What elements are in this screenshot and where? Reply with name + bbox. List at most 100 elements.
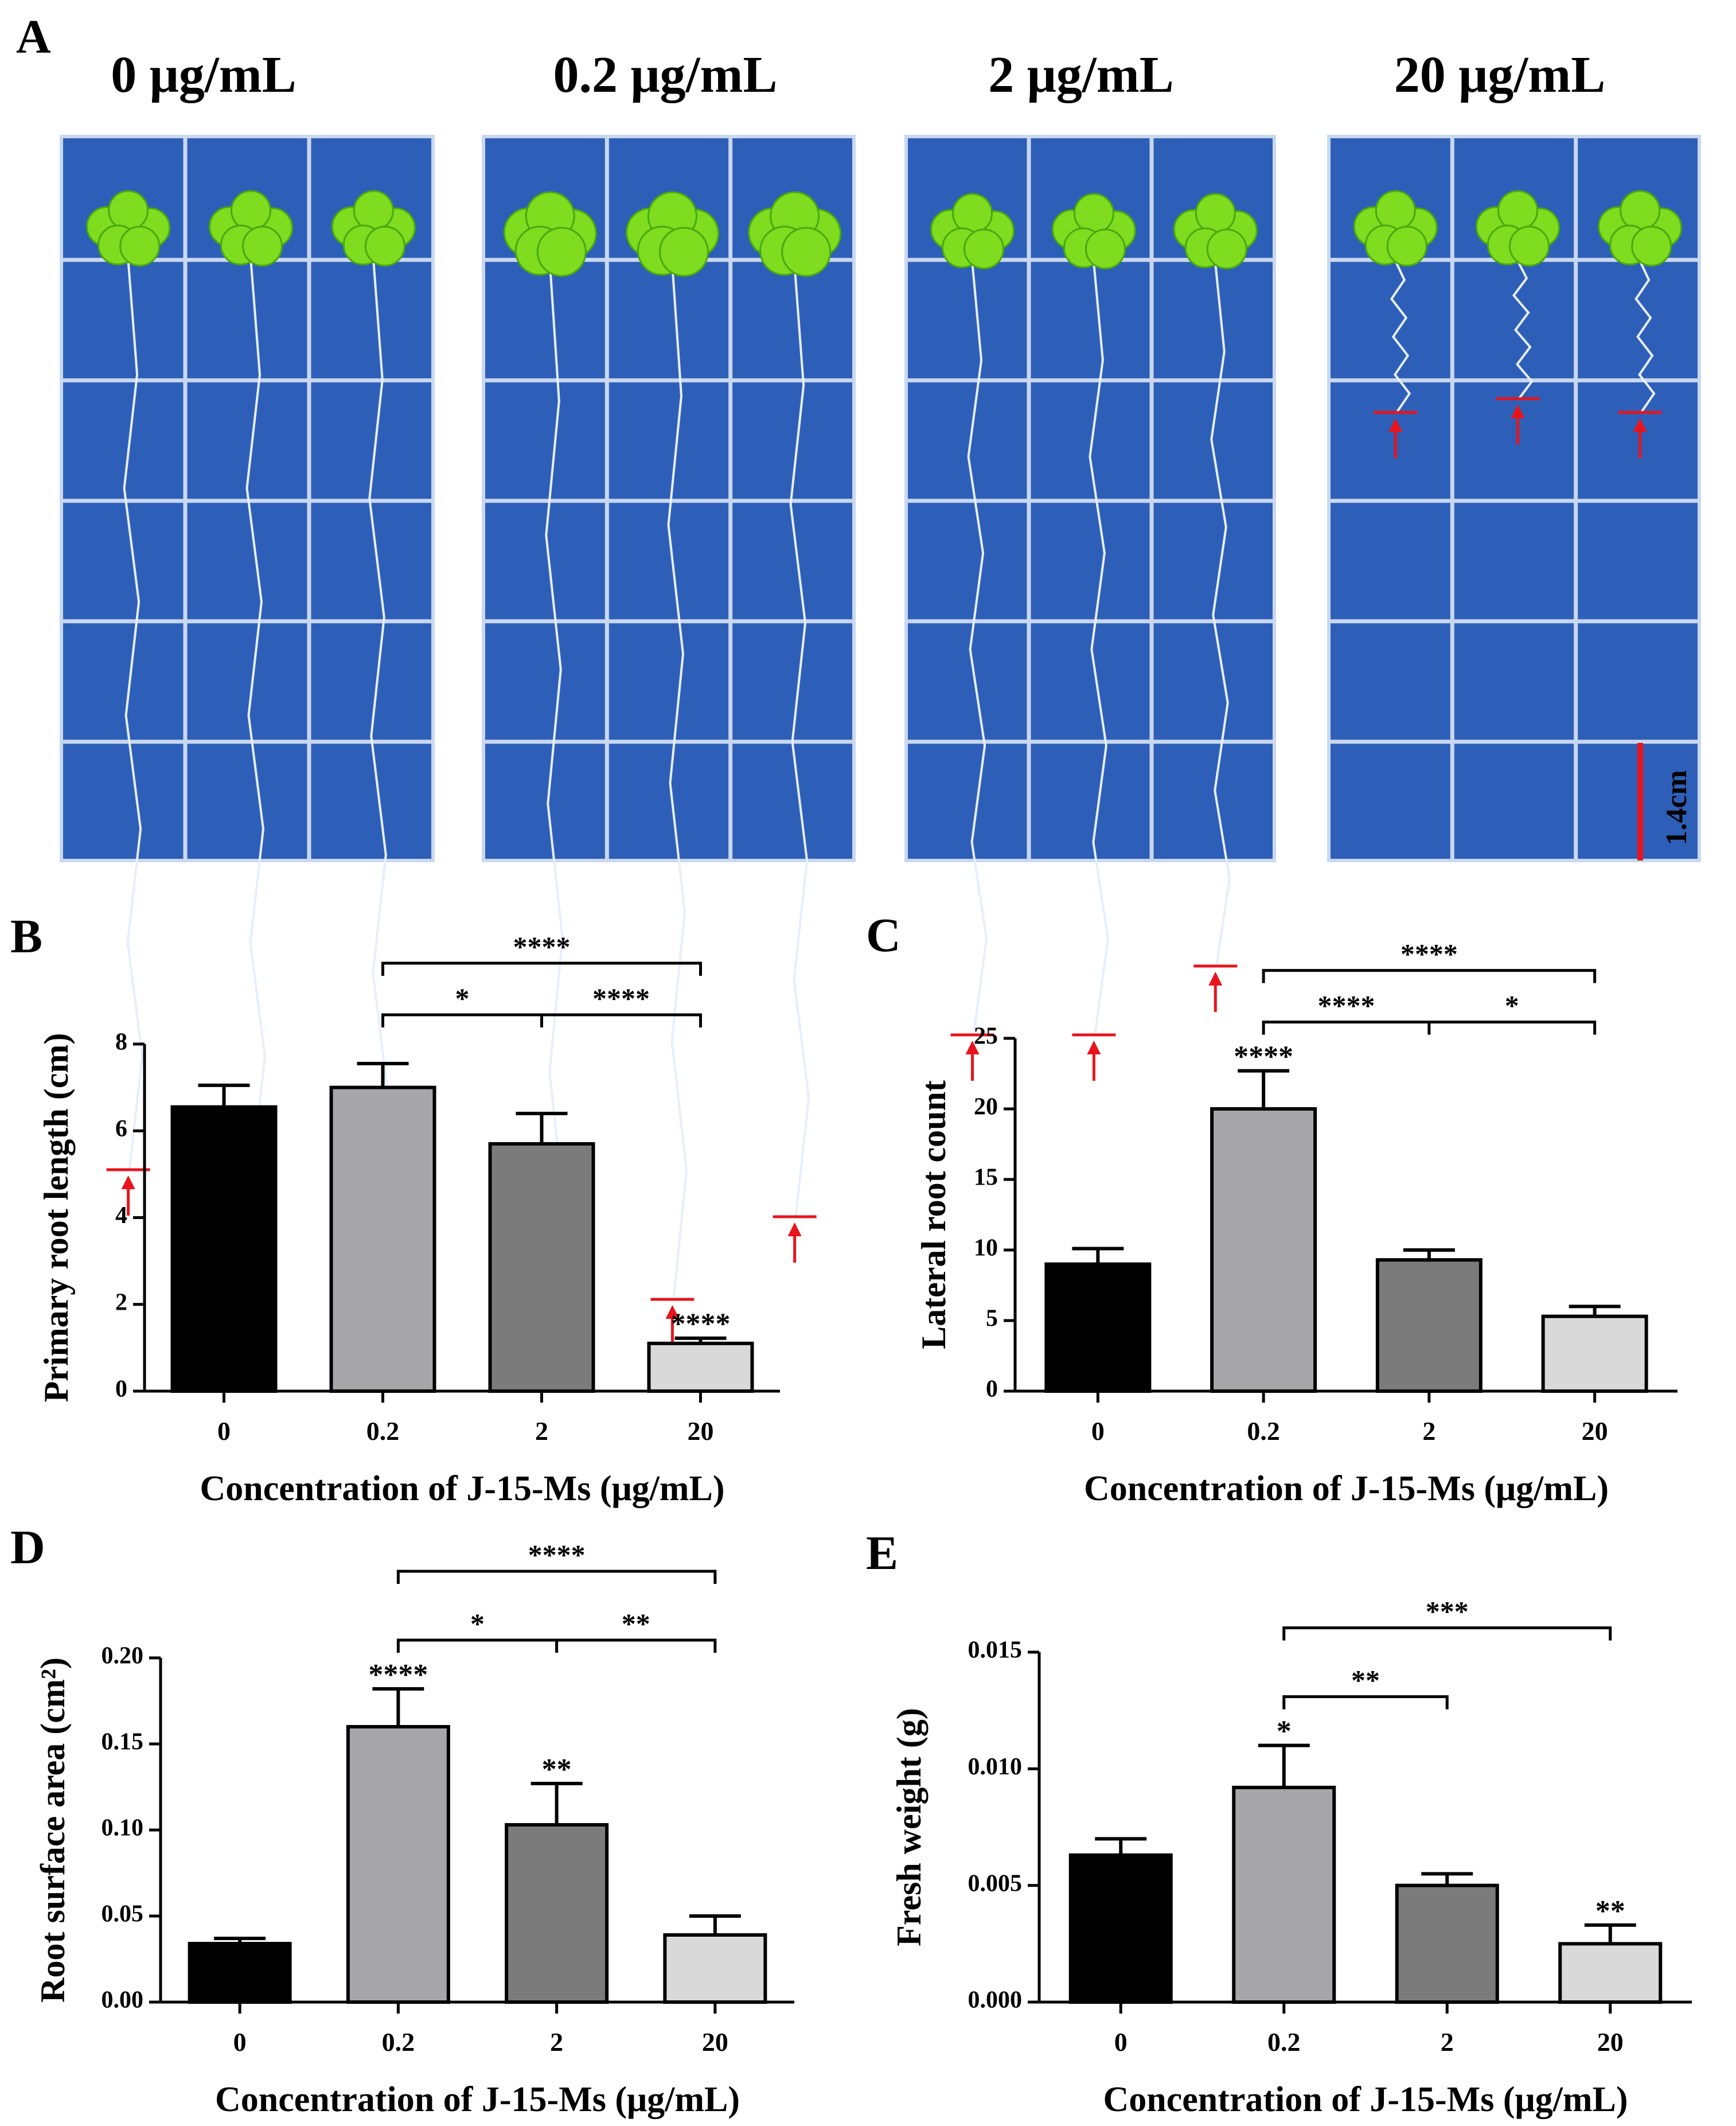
x-tick-label: 20 xyxy=(1582,1416,1608,1446)
primary-root xyxy=(1512,260,1534,400)
x-tick-label: 20 xyxy=(688,1416,714,1446)
primary-root xyxy=(967,263,988,1035)
y-axis-label: Root surface area (cm²) xyxy=(34,1657,72,2003)
bracket-line xyxy=(1262,969,1597,983)
leaf xyxy=(230,190,271,231)
primary-root xyxy=(1634,260,1656,414)
plate-title: 20 μg/mL xyxy=(1394,46,1606,103)
panel-label: E xyxy=(866,1527,898,1580)
plate-border xyxy=(482,135,856,862)
y-tick-label: 5 xyxy=(986,1306,998,1332)
bar xyxy=(1232,1785,1336,2004)
seedling xyxy=(1173,193,1258,1012)
x-axis-label: Concentration of J-15-Ms (μg/mL) xyxy=(1103,2080,1628,2119)
seedling xyxy=(1353,190,1438,458)
seedling xyxy=(1475,190,1560,445)
bar xyxy=(329,1085,436,1393)
y-tick-label: 10 xyxy=(974,1235,998,1261)
y-tick-label: 25 xyxy=(974,1023,998,1050)
y-tick-label: 6 xyxy=(115,1116,127,1142)
y-tick-label: 0.10 xyxy=(102,1815,144,1841)
significance-bracket: *** xyxy=(1282,1595,1612,1641)
seedling xyxy=(86,190,171,1216)
bracket-line xyxy=(381,1013,702,1028)
bar xyxy=(663,1933,767,2004)
arrow-head xyxy=(1087,1041,1101,1054)
x-axis-label: Concentration of J-15-Ms (μg/mL) xyxy=(1084,1469,1609,1508)
x-tick-label: 0.2 xyxy=(1247,1416,1280,1446)
bracket-line xyxy=(381,961,702,976)
bar xyxy=(488,1142,595,1393)
bar xyxy=(1068,1853,1173,2004)
y-tick-label: 0 xyxy=(986,1376,998,1403)
y-tick-label: 0.015 xyxy=(968,1637,1023,1664)
leaf xyxy=(108,190,149,231)
y-tick-label: 15 xyxy=(974,1165,998,1191)
significance-bracket: ***** xyxy=(381,982,702,1028)
leaf xyxy=(1497,190,1538,231)
bracket-line xyxy=(1282,1695,1449,1710)
y-tick-label: 0.00 xyxy=(102,1987,144,2014)
significance-bracket: *** xyxy=(396,1607,717,1653)
seedling xyxy=(625,191,719,1345)
significance-bracket: **** xyxy=(396,1539,717,1584)
bracket-label-right: * xyxy=(1505,990,1519,1022)
x-tick-label: 0 xyxy=(217,1416,231,1446)
panel-a-label: A xyxy=(16,10,51,64)
panel-label: C xyxy=(866,909,901,962)
panel-label: D xyxy=(10,1521,45,1574)
primary-root xyxy=(245,260,267,1170)
bracket-label-left: **** xyxy=(1318,990,1375,1022)
bar-significance-label: **** xyxy=(1234,1041,1293,1073)
x-tick-label: 0 xyxy=(1114,2027,1128,2057)
leaf xyxy=(1620,190,1661,231)
bar-significance-label: **** xyxy=(368,1658,428,1691)
x-tick-label: 0 xyxy=(1091,1416,1105,1446)
bracket-line xyxy=(1282,1626,1612,1641)
seedling xyxy=(208,190,293,1216)
y-tick-label: 0.20 xyxy=(102,1643,144,1669)
arrow-head xyxy=(965,1041,980,1054)
y-tick-label: 2 xyxy=(115,1289,127,1315)
arrow-head xyxy=(1208,972,1223,986)
x-tick-label: 0.2 xyxy=(1267,2027,1301,2057)
bracket-label-right: **** xyxy=(592,982,650,1014)
y-axis-label: Fresh weight (g) xyxy=(890,1708,928,1946)
bar-significance-label: **** xyxy=(671,1308,731,1341)
leaf xyxy=(241,225,283,267)
chart-D: D0.000.050.100.150.200 0.2****2**20* *****… xyxy=(10,1521,794,2119)
plate-2: 2 μg/mL xyxy=(904,46,1276,1081)
bar xyxy=(346,1725,450,2004)
arrow-head xyxy=(665,1305,680,1319)
leaf xyxy=(353,190,394,231)
primary-root xyxy=(1210,263,1231,967)
x-tick-label: 2 xyxy=(550,2027,563,2057)
y-tick-label: 0.010 xyxy=(968,1754,1023,1780)
x-tick-label: 0 xyxy=(233,2027,247,2057)
leaf xyxy=(119,225,161,267)
bracket-label-left: * xyxy=(455,982,470,1014)
leaf xyxy=(1195,193,1236,234)
y-tick-label: 20 xyxy=(974,1094,998,1120)
arrow-head xyxy=(1388,418,1403,432)
bracket-label: *** xyxy=(1426,1595,1469,1627)
leaf xyxy=(781,227,832,277)
bracket-label: **** xyxy=(1400,938,1458,970)
bar xyxy=(1395,1883,1499,2004)
y-tick-label: 0 xyxy=(115,1376,127,1403)
bar xyxy=(505,1823,609,2004)
plate-border xyxy=(904,135,1276,862)
significance-bracket: ***** xyxy=(1262,990,1597,1035)
significance-bracket: ** xyxy=(1282,1664,1449,1710)
panel-a: A 0 μg/mL 0.2 μg/mL 2 μg/mL 20 μg/mL 1.4cm xyxy=(16,10,1701,1387)
plate-border xyxy=(1327,135,1701,862)
seedling xyxy=(748,191,842,1263)
primary-root xyxy=(1390,260,1411,414)
bar-significance-label: ** xyxy=(542,1753,572,1786)
leaf xyxy=(1375,190,1416,231)
plate-title: 0 μg/mL xyxy=(111,46,297,103)
